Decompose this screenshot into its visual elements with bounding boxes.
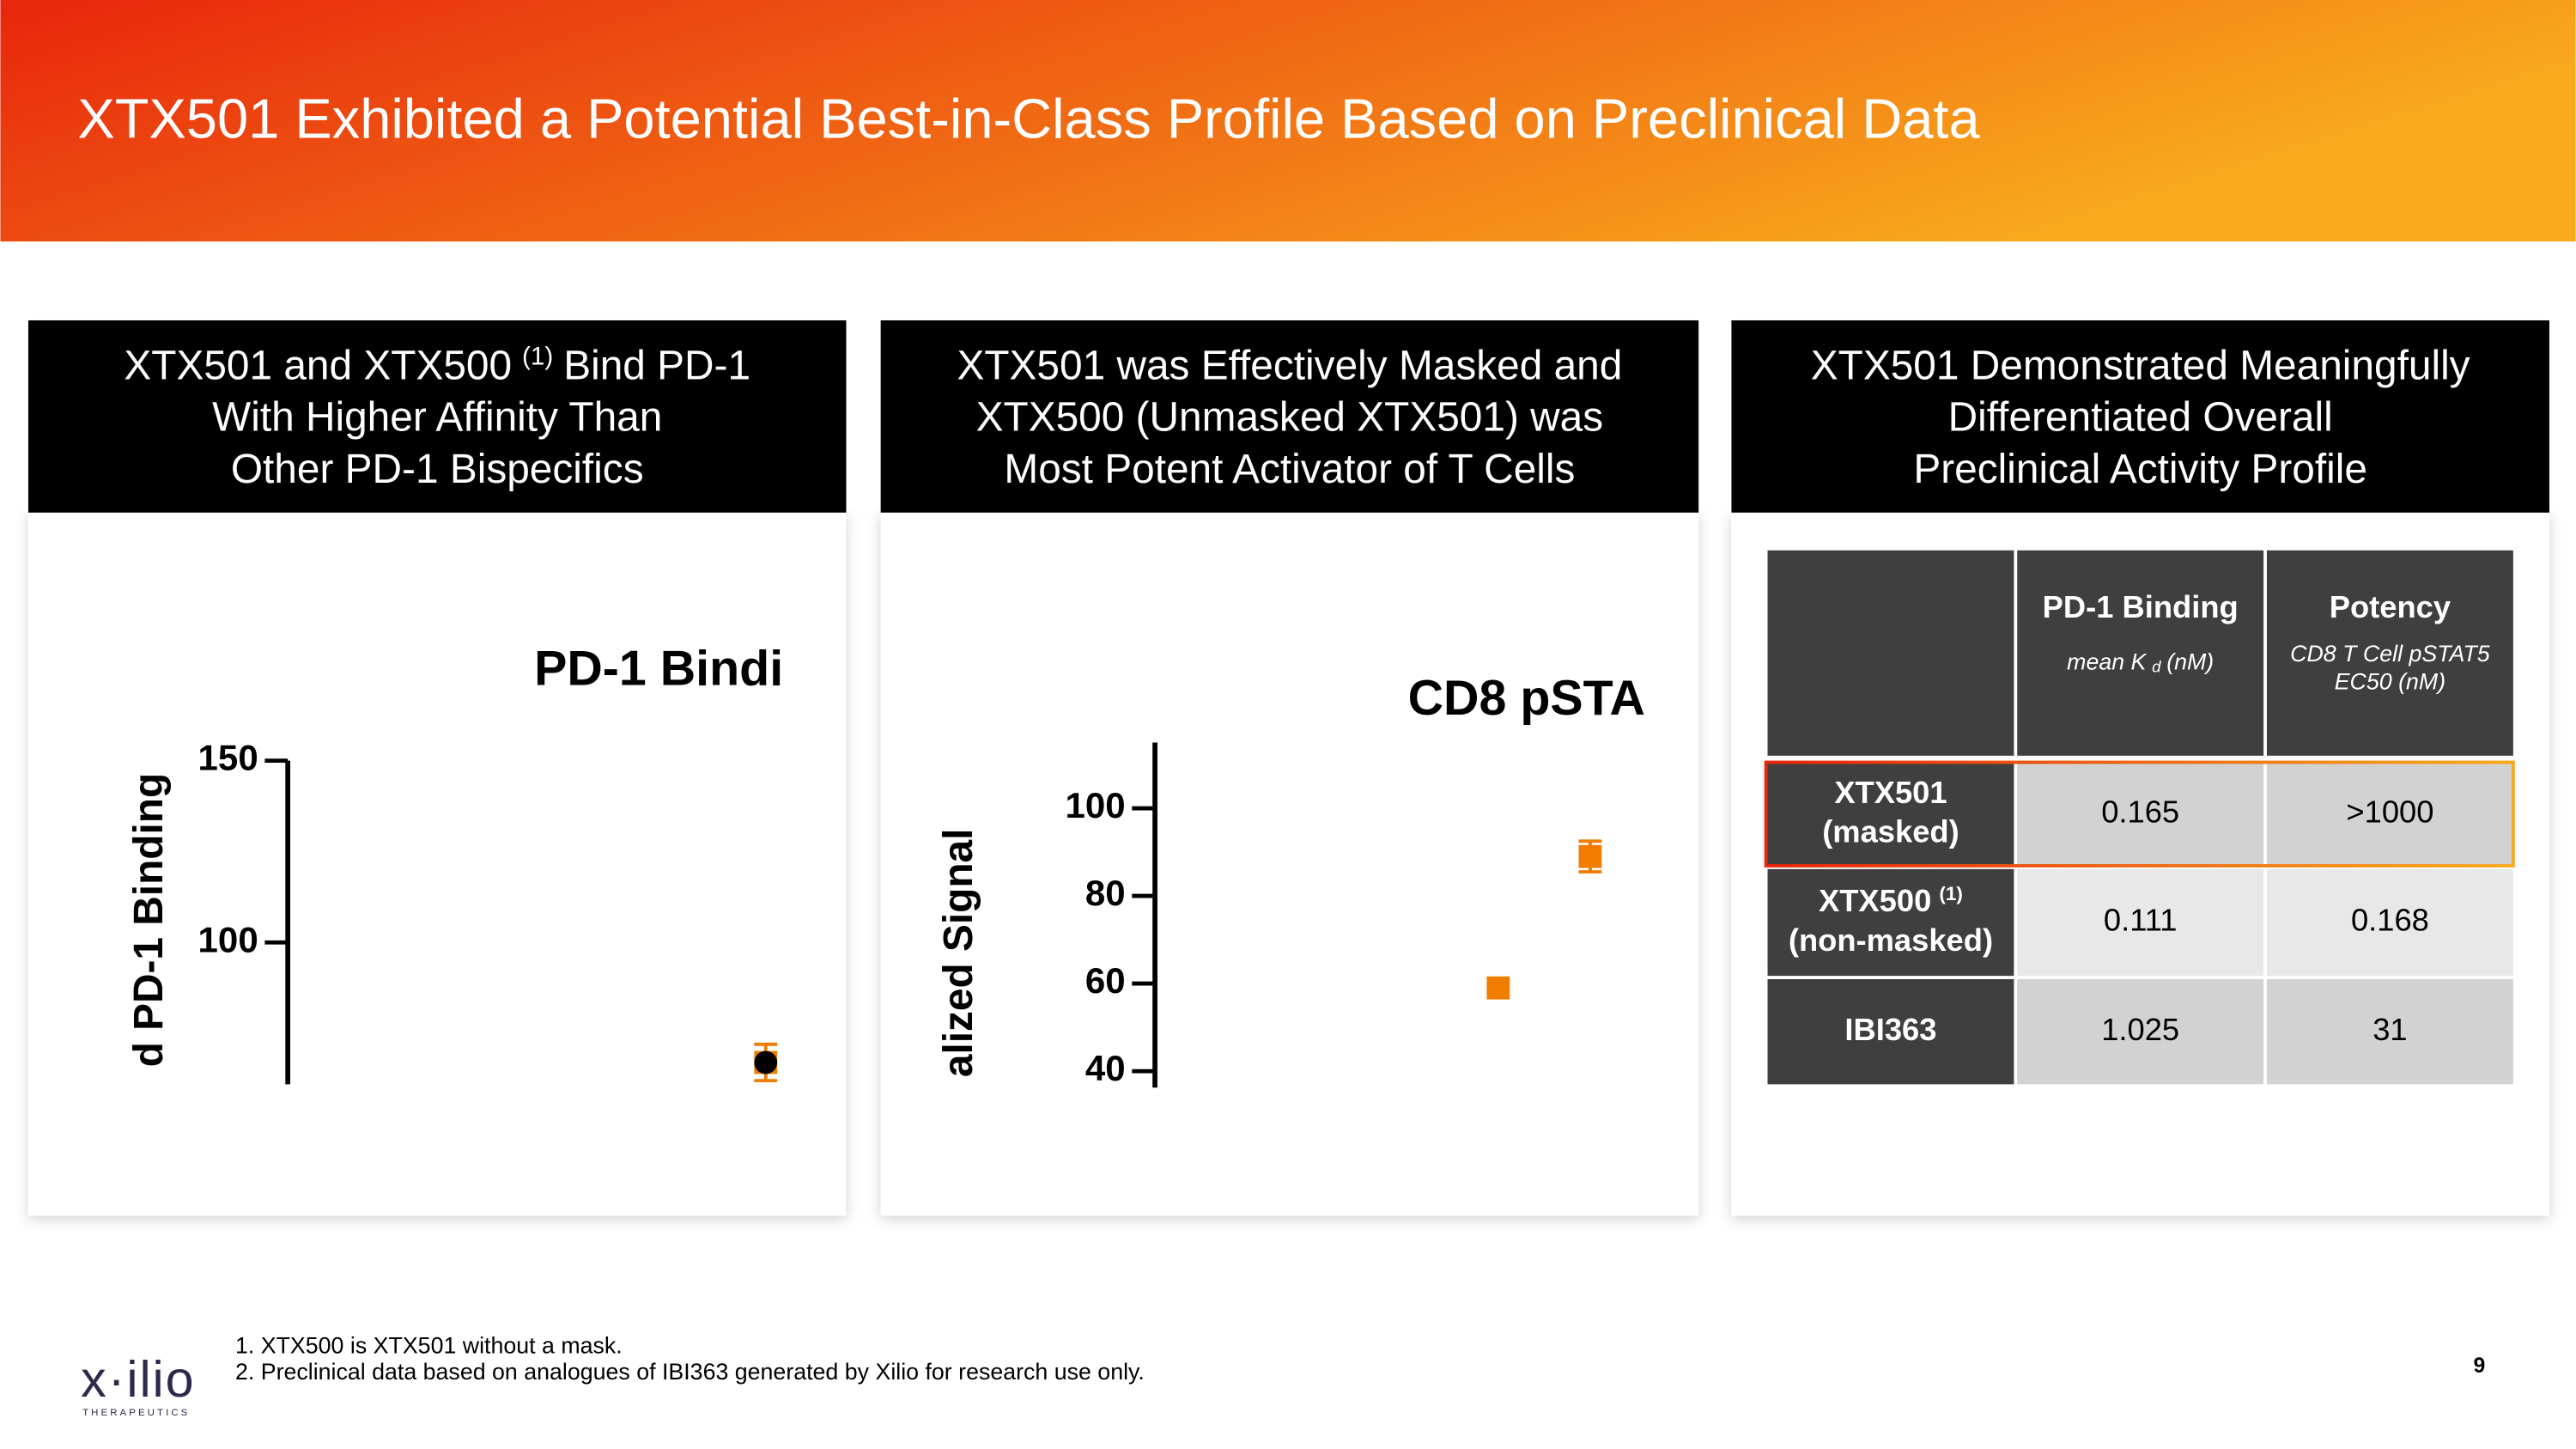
table-cell — [2266, 978, 2513, 1085]
panel-heading-bg — [880, 320, 1699, 513]
row-label-cell — [1767, 978, 2014, 1085]
text-span: (nM) — [2166, 649, 2214, 675]
text-line: (masked) — [1822, 813, 1959, 849]
logo-tagline: THERAPEUTICS — [82, 1408, 190, 1418]
slide-title: XTX501 Exhibited a Potential Best-in-Cla… — [77, 88, 1980, 150]
text-line: XTX501 and XTX500 (1) Bind PD-1 — [124, 342, 750, 388]
text-span: (non-masked) — [1789, 922, 1993, 958]
table-cell-text: 1.025 — [2101, 1012, 2179, 1047]
panel: XTX501 was Effectively Masked and XTX500 … — [880, 320, 1699, 1216]
text-line: XTX501 Demonstrated Meaningfully — [1811, 343, 2470, 388]
text-line: Most Potent Activator of T Cells — [1004, 447, 1575, 492]
row-label-cell — [1767, 868, 2014, 977]
panel: XTX501 Demonstrated Meaningfully Differen… — [1731, 320, 2549, 1216]
column-title: PD-1 Binding — [2043, 589, 2239, 624]
text-line: EC50 (nM) — [2335, 669, 2445, 695]
table-cell — [2017, 868, 2264, 977]
text-line: With Higher Affinity Than — [212, 394, 662, 440]
y-tick-label: 40 — [1085, 1048, 1126, 1088]
column-title: Potency — [2330, 589, 2451, 624]
subscript: d — [2152, 657, 2161, 675]
footnote: 1. XTX500 is XTX501 without a mask. — [235, 1332, 623, 1358]
text-line: Other PD-1 Bispecifics — [231, 447, 644, 492]
chart: PD-1 Bindi d PD-1 Binding 100 150 — [126, 641, 783, 1085]
chart-title: CD8 pSTA — [1408, 671, 1645, 726]
table-cell-text: 0.168 — [2351, 903, 2429, 938]
superscript: (1) — [1939, 883, 1963, 904]
text-span: (masked) — [1822, 813, 1959, 849]
text-span: XTX501 — [1834, 774, 1947, 809]
y-axis-label: d PD-1 Binding — [126, 773, 172, 1068]
text-span: IBI363 — [1844, 1012, 1936, 1047]
chart: CD8 pSTA alized Signal 40 60 80 100 — [936, 671, 1645, 1088]
text-span: Most Potent Activator of T Cells — [1004, 447, 1575, 492]
table-cell — [2266, 762, 2513, 866]
page-number: 9 — [2474, 1354, 2486, 1378]
data-point — [1486, 976, 1510, 1000]
row-highlight — [1764, 760, 2515, 868]
y-tick-label: 60 — [1085, 960, 1126, 1001]
superscript: (1) — [522, 342, 553, 370]
table-cell — [2017, 762, 2264, 866]
text-span: EC50 (nM) — [2335, 669, 2445, 695]
table-cell-text: 0.165 — [2101, 794, 2179, 829]
text-line: XTX500 (Unmasked XTX501) was — [976, 394, 1604, 440]
panel-card — [27, 512, 847, 1216]
text-span: Differentiated Overall — [1948, 394, 2333, 440]
text-span: XTX501 Demonstrated Meaningfully — [1811, 343, 2470, 388]
table-header-cell — [2266, 550, 2513, 756]
table-cell — [2266, 868, 2513, 977]
header-band — [0, 0, 2576, 242]
panel-heading-bg — [27, 320, 847, 513]
panels: XTX501 and XTX500 (1) Bind PD-1 With Higher… — [27, 320, 2549, 1216]
table-header-cell — [1767, 550, 2014, 756]
text-span: XTX500 (Unmasked XTX501) was — [976, 394, 1604, 440]
text-span: mean K — [2067, 649, 2147, 675]
row-label-cell — [1767, 762, 2014, 866]
panel: XTX501 and XTX500 (1) Bind PD-1 With Higher… — [27, 320, 847, 1216]
text-span: With Higher Affinity Than — [212, 394, 662, 440]
table-cell-text: 0.111 — [2104, 903, 2178, 938]
y-tick-label: 80 — [1085, 873, 1126, 913]
chart-title: PD-1 Bindi — [534, 641, 783, 696]
text-line: mean K d (nM) — [2067, 649, 2214, 676]
text-span: Bind PD-1 — [563, 343, 750, 388]
text-span: XTX501 and XTX500 — [124, 343, 512, 388]
table-cell — [2017, 978, 2264, 1085]
footnote: 2. Preclinical data based on analogues o… — [235, 1359, 1145, 1385]
text-span: CD8 T Cell pSTAT5 — [2290, 641, 2490, 667]
y-tick-label: 100 — [198, 919, 258, 959]
panel-card — [880, 512, 1699, 1216]
text-span: Other PD-1 Bispecifics — [231, 447, 644, 492]
text-line: CD8 T Cell pSTAT5 — [2290, 641, 2490, 667]
y-axis-label: alized Signal — [936, 829, 981, 1078]
table-cell-text: 31 — [2372, 1012, 2407, 1047]
logo: x·ilio — [81, 1350, 195, 1408]
text-line: Differentiated Overall — [1948, 394, 2333, 440]
data-point — [754, 1050, 778, 1075]
text-span: XTX500 — [1819, 883, 1931, 918]
text-line: XTX501 was Effectively Masked and — [957, 343, 1622, 388]
y-tick-label: 100 — [1065, 785, 1125, 825]
data-point — [1578, 844, 1602, 868]
panel-heading-bg — [1731, 320, 2549, 513]
text-line: XTX500 (1) — [1819, 883, 1963, 918]
y-tick-label: 150 — [198, 738, 258, 778]
table-header-cell — [2017, 550, 2264, 756]
text-line: Preclinical Activity Profile — [1913, 447, 2367, 492]
text-span: XTX501 was Effectively Masked and — [957, 343, 1622, 388]
text-line: IBI363 — [1844, 1012, 1936, 1047]
text-span: Preclinical Activity Profile — [1913, 447, 2367, 492]
table: PD-1 Binding mean K d (nM) Potency CD8 T Cell… — [1764, 550, 2515, 1085]
text-line: XTX501 — [1834, 774, 1947, 809]
text-line: (non-masked) — [1789, 922, 1993, 958]
table-cell-text: >1000 — [2346, 794, 2433, 829]
